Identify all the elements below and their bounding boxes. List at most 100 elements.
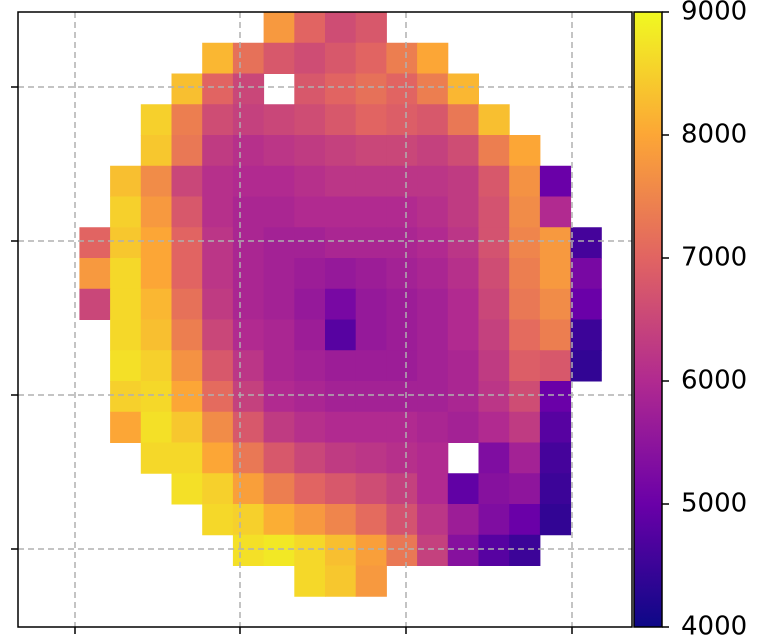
heatmap-cell bbox=[478, 196, 510, 228]
heatmap-cell bbox=[263, 227, 295, 259]
heatmap-cell bbox=[171, 288, 203, 320]
heatmap-cell bbox=[263, 258, 295, 290]
heatmap-cell bbox=[263, 288, 295, 320]
heatmap-cell bbox=[140, 411, 172, 443]
heatmap-cell bbox=[294, 350, 326, 382]
heatmap-cell bbox=[570, 319, 602, 351]
heatmap-cell bbox=[478, 104, 510, 136]
heatmap-cell bbox=[447, 196, 479, 228]
heatmap-cell bbox=[325, 381, 357, 413]
heatmap-cell bbox=[294, 73, 326, 105]
heatmap-cell bbox=[478, 350, 510, 382]
heatmap-cell bbox=[509, 381, 541, 413]
heatmap-cell bbox=[140, 135, 172, 167]
heatmap-cell bbox=[294, 12, 326, 44]
heatmap-cell bbox=[509, 227, 541, 259]
heatmap-cell bbox=[171, 442, 203, 474]
heatmap-cell bbox=[539, 258, 572, 290]
heatmap-cell bbox=[539, 319, 572, 351]
heatmap-cell bbox=[263, 319, 295, 351]
heatmap-cell bbox=[417, 135, 449, 167]
heatmap-cell bbox=[325, 411, 357, 443]
heatmap-cell bbox=[447, 504, 479, 536]
heatmap-cell bbox=[232, 288, 265, 320]
heatmap-cell bbox=[171, 135, 203, 167]
heatmap-cell bbox=[202, 473, 234, 505]
heatmap-cell bbox=[263, 196, 295, 228]
heatmap-cell bbox=[386, 165, 418, 197]
heatmap-cell bbox=[294, 42, 326, 74]
heatmap-cell bbox=[478, 165, 510, 197]
heatmap-cell bbox=[325, 473, 357, 505]
heatmap-cell bbox=[539, 442, 572, 474]
heatmap-cell bbox=[447, 381, 479, 413]
heatmap-cell bbox=[232, 135, 265, 167]
heatmap-cell bbox=[202, 196, 234, 228]
heatmap-cell bbox=[325, 288, 357, 320]
heatmap-cell bbox=[171, 411, 203, 443]
heatmap-cell bbox=[140, 258, 172, 290]
heatmap-cell bbox=[325, 42, 357, 74]
heatmap-cell bbox=[417, 258, 449, 290]
heatmap-cell bbox=[417, 411, 449, 443]
heatmap-cell bbox=[570, 288, 602, 320]
heatmap-cell bbox=[263, 534, 295, 566]
heatmap-cell bbox=[110, 196, 142, 228]
heatmap-cell bbox=[202, 442, 234, 474]
heatmap-cell bbox=[171, 381, 203, 413]
heatmap-cell bbox=[140, 442, 172, 474]
heatmap-cell bbox=[447, 227, 479, 259]
heatmap-cell bbox=[325, 104, 357, 136]
heatmap-cell bbox=[294, 135, 326, 167]
heatmap-cell bbox=[171, 165, 203, 197]
heatmap-cell bbox=[570, 350, 602, 382]
heatmap-cell bbox=[171, 104, 203, 136]
heatmap-cell bbox=[355, 381, 387, 413]
heatmap-cell bbox=[140, 227, 172, 259]
heatmap-cell bbox=[325, 73, 357, 105]
heatmap-cell bbox=[110, 165, 142, 197]
heatmap-cell bbox=[509, 258, 541, 290]
heatmap-cell bbox=[232, 104, 265, 136]
heatmap-cell bbox=[171, 73, 203, 105]
heatmap-cell bbox=[478, 319, 510, 351]
heatmap-cell bbox=[417, 319, 449, 351]
heatmap-cell bbox=[417, 165, 449, 197]
heatmap-cell bbox=[539, 504, 572, 536]
colorbar-tick-label: 7000 bbox=[681, 243, 747, 273]
heatmap-cell bbox=[509, 411, 541, 443]
heatmap-cell bbox=[232, 258, 265, 290]
heatmap-cell bbox=[570, 258, 602, 290]
heatmap-cell bbox=[232, 196, 265, 228]
heatmap-cell bbox=[386, 73, 418, 105]
heatmap-cell bbox=[570, 227, 602, 259]
grid bbox=[11, 12, 632, 634]
heatmap-cell bbox=[171, 319, 203, 351]
heatmap-cell bbox=[509, 288, 541, 320]
heatmap-cell bbox=[263, 42, 295, 74]
heatmap-cell bbox=[202, 42, 234, 74]
heatmap-cell bbox=[447, 319, 479, 351]
heatmap-cell bbox=[202, 288, 234, 320]
heatmap-cell bbox=[447, 473, 479, 505]
heatmap-cell bbox=[417, 227, 449, 259]
heatmap-cell bbox=[232, 381, 265, 413]
heatmap-cell bbox=[478, 135, 510, 167]
heatmap-cell bbox=[478, 473, 510, 505]
heatmap-cell bbox=[539, 288, 572, 320]
heatmap-cell bbox=[478, 504, 510, 536]
heatmap-cell bbox=[539, 411, 572, 443]
heatmap-cell bbox=[386, 534, 418, 566]
heatmap-cell bbox=[140, 381, 172, 413]
heatmap-cell bbox=[140, 104, 172, 136]
heatmap-cell bbox=[355, 411, 387, 443]
heatmap-cell bbox=[325, 350, 357, 382]
heatmap-cell bbox=[263, 350, 295, 382]
heatmap-cell bbox=[355, 504, 387, 536]
heatmap-cell bbox=[171, 258, 203, 290]
heatmap-cell bbox=[447, 73, 479, 105]
heatmap-cell bbox=[110, 258, 142, 290]
heatmap-cell bbox=[140, 319, 172, 351]
heatmap-cell bbox=[263, 135, 295, 167]
